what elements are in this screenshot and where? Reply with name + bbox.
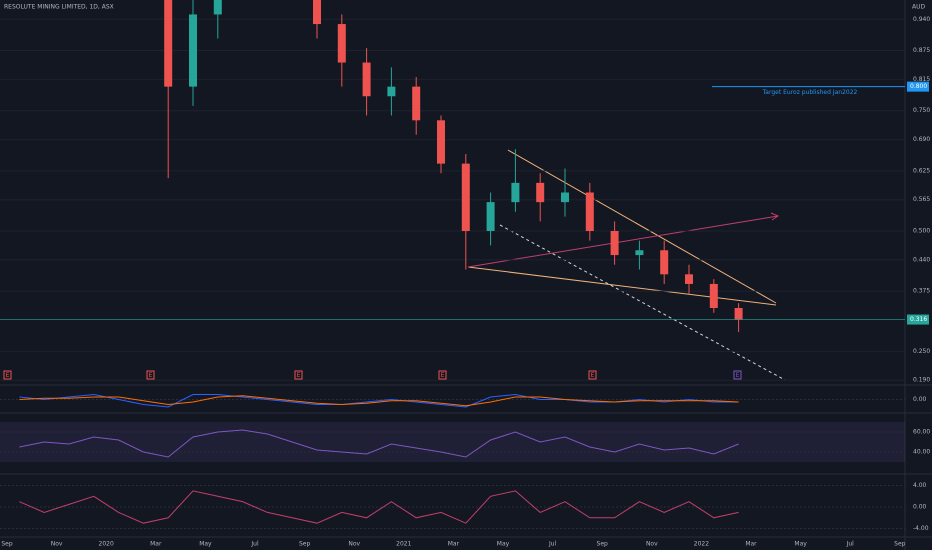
event-label: E (149, 372, 153, 379)
x-tick-label: May (199, 541, 212, 548)
candle-body (685, 274, 693, 284)
event-marker (588, 370, 597, 380)
event-marker (294, 370, 303, 380)
y-tick-label: 0.750 (913, 107, 930, 114)
x-tick-label: Nov (348, 541, 360, 548)
candle-body (709, 283, 718, 308)
y-tick-label: 0.00 (913, 504, 927, 511)
indicator-line (19, 429, 739, 458)
y-tick-label: 0.250 (913, 348, 930, 355)
candle-body (660, 250, 669, 275)
y-tick-label: 0.190 (913, 377, 930, 384)
candle-body (511, 182, 520, 203)
event-marker (733, 370, 742, 380)
y-tick-label: -4.00 (913, 525, 929, 532)
candle-body (635, 250, 644, 256)
x-tick-label: 2020 (99, 541, 114, 548)
candle-body (337, 24, 346, 63)
y-tick-label: 40.00 (913, 449, 930, 456)
chart-title: RESOLUTE MINING LIMITED, 1D, ASX (4, 4, 114, 11)
y-tick-label: 4.00 (913, 482, 927, 489)
y-tick-label: 0.375 (913, 288, 930, 295)
y-tick-label: 0.815 (913, 76, 930, 83)
x-tick-label: Nov (646, 541, 658, 548)
indicator-line (19, 395, 739, 407)
x-tick-label: Nov (51, 541, 63, 548)
x-tick-label: Mar (150, 541, 162, 548)
candle-body (213, 0, 222, 15)
last-price-label: 0.316 (910, 316, 927, 323)
candle-body (362, 62, 371, 97)
y-tick-label: 0.940 (913, 16, 930, 23)
candle-body (437, 120, 445, 164)
x-tick-label: Sep (299, 541, 311, 548)
x-tick-label: Jul (846, 541, 855, 548)
event-label: E (297, 372, 301, 379)
candle-body (313, 0, 321, 25)
x-tick-label: Sep (597, 541, 609, 548)
candle-body (536, 182, 545, 203)
event-label: E (736, 372, 740, 379)
y-tick-label: 60.00 (913, 429, 930, 436)
event-marker (438, 370, 447, 380)
x-tick-label: Jul (548, 541, 557, 548)
candles (164, 0, 743, 333)
candle-body (734, 308, 743, 320)
target-label: 0.800 (910, 83, 927, 90)
candle-body (561, 192, 569, 203)
x-tick-label: Sep (894, 541, 906, 548)
candle-body (486, 202, 495, 231)
candle-body (189, 14, 197, 87)
x-tick-label: Mar (745, 541, 757, 548)
x-tick-label: May (497, 541, 510, 548)
candle-body (585, 192, 594, 231)
target-text: Target Euroz published Jan2022 (762, 89, 858, 96)
trendline (507, 149, 777, 304)
event-marker (146, 370, 155, 380)
rsi-band (0, 422, 905, 462)
x-tick-label: Mar (448, 541, 460, 548)
x-tick-label: Jul (250, 541, 259, 548)
event-marker (3, 370, 12, 380)
candle-body (164, 0, 173, 87)
y-tick-label: 0.625 (913, 167, 930, 174)
x-tick-label: May (794, 541, 807, 548)
x-tick-label: Sep (1, 541, 13, 548)
plot-layer: Target Euroz published Jan2022 E E E E E E (0, 0, 905, 530)
y-tick-label: 0.500 (913, 228, 930, 235)
candle-body (387, 86, 396, 97)
target-box (907, 81, 929, 92)
x-tick-label: 2021 (396, 541, 411, 548)
last-price-box (907, 314, 929, 325)
y-tick-label: 0.690 (913, 136, 930, 143)
candle-body (461, 163, 470, 231)
arrow-head (770, 212, 780, 221)
y-tick-label: 0.875 (913, 47, 930, 54)
trendline (467, 215, 779, 268)
event-label: E (441, 372, 445, 379)
candle-body (412, 86, 421, 121)
event-label: E (591, 372, 595, 379)
currency: AUD (912, 4, 925, 11)
x-tick-label: 2022 (694, 541, 709, 548)
candle-body (610, 231, 619, 256)
event-label: E (6, 372, 10, 379)
indicator-line (19, 490, 739, 524)
channel-line (499, 224, 786, 381)
trendline (467, 266, 777, 306)
y-tick-label: 0.00 (913, 396, 927, 403)
y-tick-label: 0.565 (913, 196, 930, 203)
y-tick-label: 0.440 (913, 256, 930, 263)
